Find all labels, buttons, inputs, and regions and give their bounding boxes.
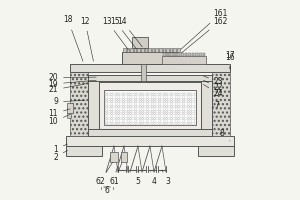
Bar bbox=[141, 64, 146, 81]
Bar bbox=[198, 146, 234, 156]
Bar bbox=[163, 53, 166, 56]
Bar bbox=[199, 53, 202, 56]
Bar bbox=[121, 152, 127, 162]
Text: 14: 14 bbox=[117, 17, 142, 47]
Text: 6: 6 bbox=[105, 186, 110, 195]
Bar bbox=[173, 48, 176, 52]
Text: 21: 21 bbox=[49, 84, 87, 94]
Text: 17: 17 bbox=[225, 51, 235, 68]
Bar bbox=[188, 53, 191, 56]
Bar bbox=[184, 53, 187, 56]
Text: 162: 162 bbox=[181, 17, 227, 53]
Bar bbox=[130, 48, 133, 52]
Text: 20: 20 bbox=[48, 73, 96, 82]
Bar bbox=[66, 136, 234, 146]
Text: 61: 61 bbox=[109, 163, 122, 186]
Bar bbox=[192, 53, 194, 56]
Text: 3: 3 bbox=[162, 170, 170, 186]
Bar bbox=[88, 75, 212, 81]
Text: 15: 15 bbox=[110, 17, 136, 49]
Bar bbox=[141, 48, 144, 52]
Bar bbox=[152, 48, 154, 52]
Text: 13: 13 bbox=[102, 17, 128, 50]
Text: 9: 9 bbox=[53, 98, 85, 106]
Bar bbox=[132, 37, 148, 48]
Text: 11: 11 bbox=[49, 109, 70, 118]
Bar bbox=[167, 53, 169, 56]
Text: 18: 18 bbox=[63, 16, 83, 61]
Bar bbox=[155, 48, 158, 52]
Bar bbox=[148, 48, 151, 52]
Bar bbox=[145, 48, 147, 52]
Bar bbox=[170, 53, 173, 56]
Text: 1: 1 bbox=[53, 144, 68, 154]
Bar bbox=[181, 53, 184, 56]
Bar bbox=[166, 48, 169, 52]
Text: 7: 7 bbox=[212, 100, 219, 110]
Text: 2: 2 bbox=[53, 150, 68, 162]
Text: 19: 19 bbox=[48, 80, 96, 88]
Text: 4: 4 bbox=[151, 172, 156, 186]
Bar bbox=[212, 72, 230, 136]
Text: 5: 5 bbox=[136, 170, 140, 186]
Text: 161: 161 bbox=[181, 9, 227, 49]
Bar bbox=[123, 48, 126, 52]
Text: 22: 22 bbox=[203, 80, 224, 92]
Bar bbox=[67, 113, 71, 118]
Text: 62: 62 bbox=[95, 162, 112, 186]
Bar bbox=[177, 53, 180, 56]
Text: 24: 24 bbox=[203, 84, 224, 98]
Bar bbox=[70, 64, 230, 72]
Bar bbox=[170, 48, 172, 52]
Bar bbox=[99, 82, 201, 129]
Bar bbox=[66, 146, 102, 156]
Bar bbox=[163, 48, 165, 52]
Bar bbox=[137, 48, 140, 52]
Bar bbox=[110, 152, 118, 162]
Bar bbox=[67, 103, 73, 113]
Text: 8: 8 bbox=[220, 130, 230, 141]
Bar bbox=[159, 48, 162, 52]
Text: 16: 16 bbox=[225, 52, 235, 69]
Text: 23: 23 bbox=[204, 76, 224, 86]
Bar bbox=[88, 129, 212, 136]
Bar bbox=[70, 72, 88, 136]
Bar bbox=[104, 90, 196, 125]
Text: 10: 10 bbox=[48, 114, 70, 127]
Bar bbox=[174, 53, 176, 56]
Bar bbox=[195, 53, 198, 56]
Bar bbox=[127, 48, 129, 52]
Bar bbox=[134, 48, 136, 52]
Bar bbox=[122, 52, 178, 64]
Bar bbox=[162, 56, 206, 64]
Bar bbox=[177, 48, 180, 52]
Bar bbox=[88, 81, 99, 129]
Bar bbox=[202, 53, 205, 56]
Text: 12: 12 bbox=[80, 17, 93, 61]
Bar bbox=[201, 81, 212, 129]
